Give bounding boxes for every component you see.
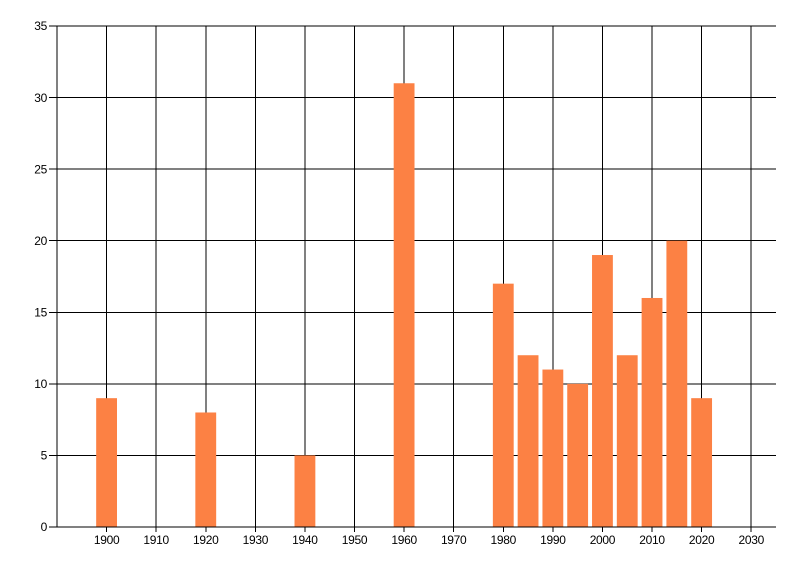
x-tick-label: 1910 [143, 533, 169, 547]
bar [567, 383, 589, 527]
x-tick-label: 1920 [193, 533, 219, 547]
y-tick-label: 20 [34, 234, 47, 248]
y-tick-label: 10 [34, 377, 47, 391]
bar [294, 455, 316, 527]
bar [195, 412, 217, 527]
x-tick-label: 1900 [94, 533, 120, 547]
bar [542, 369, 564, 527]
x-tick-label: 1990 [540, 533, 566, 547]
y-tick-label: 15 [34, 305, 47, 319]
y-tick-label: 25 [34, 162, 47, 176]
x-tick-label: 1970 [441, 533, 467, 547]
y-tick-label: 30 [34, 91, 47, 105]
y-tick-label: 0 [41, 520, 48, 534]
x-tick-label: 2000 [590, 533, 616, 547]
x-tick-label: 2030 [738, 533, 764, 547]
x-tick-label: 2010 [639, 533, 665, 547]
x-tick-label: 1930 [243, 533, 269, 547]
x-tick-label: 1940 [292, 533, 318, 547]
bar [616, 355, 638, 527]
bar [641, 297, 663, 527]
bar [393, 83, 415, 527]
bar [691, 398, 713, 527]
bar [666, 240, 688, 527]
y-tick-label: 5 [41, 449, 48, 463]
bar [592, 255, 613, 527]
y-tick-label: 35 [34, 19, 47, 33]
bar [96, 398, 117, 527]
bar [492, 283, 514, 527]
x-tick-label: 1980 [491, 533, 517, 547]
x-tick-label: 1950 [342, 533, 368, 547]
bar [517, 355, 539, 527]
x-tick-label: 2020 [689, 533, 715, 547]
x-tick-label: 1960 [391, 533, 417, 547]
